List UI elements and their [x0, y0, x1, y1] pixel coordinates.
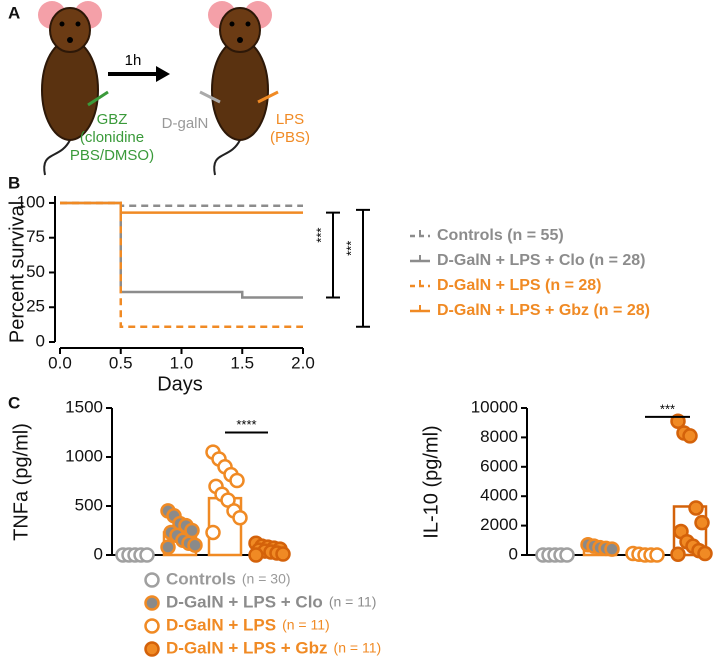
legend-label: D-GalN + LPS + Gbz (n = 28) — [437, 302, 650, 319]
data-point — [694, 514, 710, 531]
survival-line — [60, 201, 303, 328]
legend-label: Controls (n = 55) — [437, 227, 564, 244]
legend-label: D-GalN + LPS + Gbz — [166, 638, 328, 657]
y-tick-label: 1000 — [65, 446, 103, 465]
x-tick-label: 2.0 — [291, 353, 315, 372]
panel-label: C — [8, 393, 20, 412]
legend-label: Controls — [166, 569, 236, 588]
legend-label: D-GalN + LPS — [166, 615, 276, 634]
legend-label: D-GalN + LPS + Clo — [166, 592, 323, 611]
y-tick-label: 8000 — [480, 427, 518, 446]
injection-label: (clonidine — [80, 129, 144, 146]
mouse — [38, 1, 109, 176]
data-point — [682, 428, 698, 444]
legend-label: D-GalN + LPS + Clo (n = 28) — [437, 252, 646, 269]
data-point — [688, 500, 704, 516]
data-point — [697, 545, 713, 562]
x-axis-label: Days — [157, 373, 203, 395]
legend-label: D-GalN + LPS (n = 28) — [437, 277, 601, 294]
y-tick-label: 25 — [26, 297, 45, 316]
legend-marker — [144, 618, 160, 634]
y-tick-label: 1500 — [65, 397, 103, 416]
y-axis-label: Percent survival — [6, 201, 28, 343]
y-tick-label: 0 — [94, 544, 103, 563]
mouse — [199, 1, 279, 176]
data-point — [160, 539, 176, 555]
data-point — [139, 547, 155, 563]
survival-line — [60, 201, 303, 214]
arrow-head — [156, 66, 170, 82]
legend-marker — [144, 595, 160, 611]
panel-label: A — [8, 3, 20, 22]
data-point — [232, 510, 248, 526]
x-tick-label: 0.0 — [48, 353, 72, 372]
legend-n: (n = 11) — [329, 594, 377, 610]
data-point — [670, 546, 686, 563]
data-point — [604, 541, 620, 557]
survival-line — [60, 201, 303, 299]
y-tick-label: 75 — [26, 227, 45, 246]
data-point — [649, 547, 665, 563]
x-tick-label: 0.5 — [109, 353, 133, 372]
data-point — [670, 413, 686, 429]
y-tick-label: 0 — [509, 544, 518, 563]
significance-label: *** — [313, 228, 328, 243]
legend-marker — [144, 572, 160, 588]
significance-bracket — [326, 211, 340, 299]
legend-marker — [144, 641, 160, 657]
data-point — [187, 537, 203, 553]
y-tick-label: 10000 — [471, 397, 518, 416]
significance-label: *** — [660, 401, 675, 416]
significance-label: **** — [236, 417, 256, 432]
data-point — [205, 524, 221, 541]
legend-n: (n = 11) — [334, 640, 382, 656]
significance-bracket — [356, 208, 370, 328]
data-point — [275, 546, 291, 562]
arrow-label: 1h — [125, 52, 142, 69]
y-tick-label: 0 — [36, 331, 45, 350]
x-tick-label: 1.5 — [230, 353, 254, 372]
significance-label: *** — [343, 241, 358, 256]
y-axis-label: TNFa (pg/ml) — [10, 423, 32, 541]
legend-n: (n = 30) — [242, 571, 291, 587]
injection-label: LPS — [276, 111, 304, 128]
y-tick-label: 500 — [75, 495, 103, 514]
y-tick-label: 2000 — [480, 515, 518, 534]
injection-label: D-galN — [162, 115, 209, 132]
data-point — [229, 472, 245, 489]
x-tick-label: 1.0 — [170, 353, 194, 372]
legend-n: (n = 11) — [282, 617, 330, 633]
data-point — [559, 547, 575, 563]
injection-label: PBS/DMSO) — [70, 147, 154, 164]
data-point — [248, 547, 264, 563]
injection-label: GBZ — [97, 111, 128, 128]
y-axis-label: IL-10 (pg/ml) — [420, 425, 442, 538]
y-tick-label: 100 — [17, 192, 45, 211]
panel-label: B — [8, 173, 20, 192]
y-tick-label: 4000 — [480, 486, 518, 505]
y-tick-label: 50 — [26, 262, 45, 281]
y-tick-label: 6000 — [480, 456, 518, 475]
injection-label: (PBS) — [270, 129, 310, 146]
